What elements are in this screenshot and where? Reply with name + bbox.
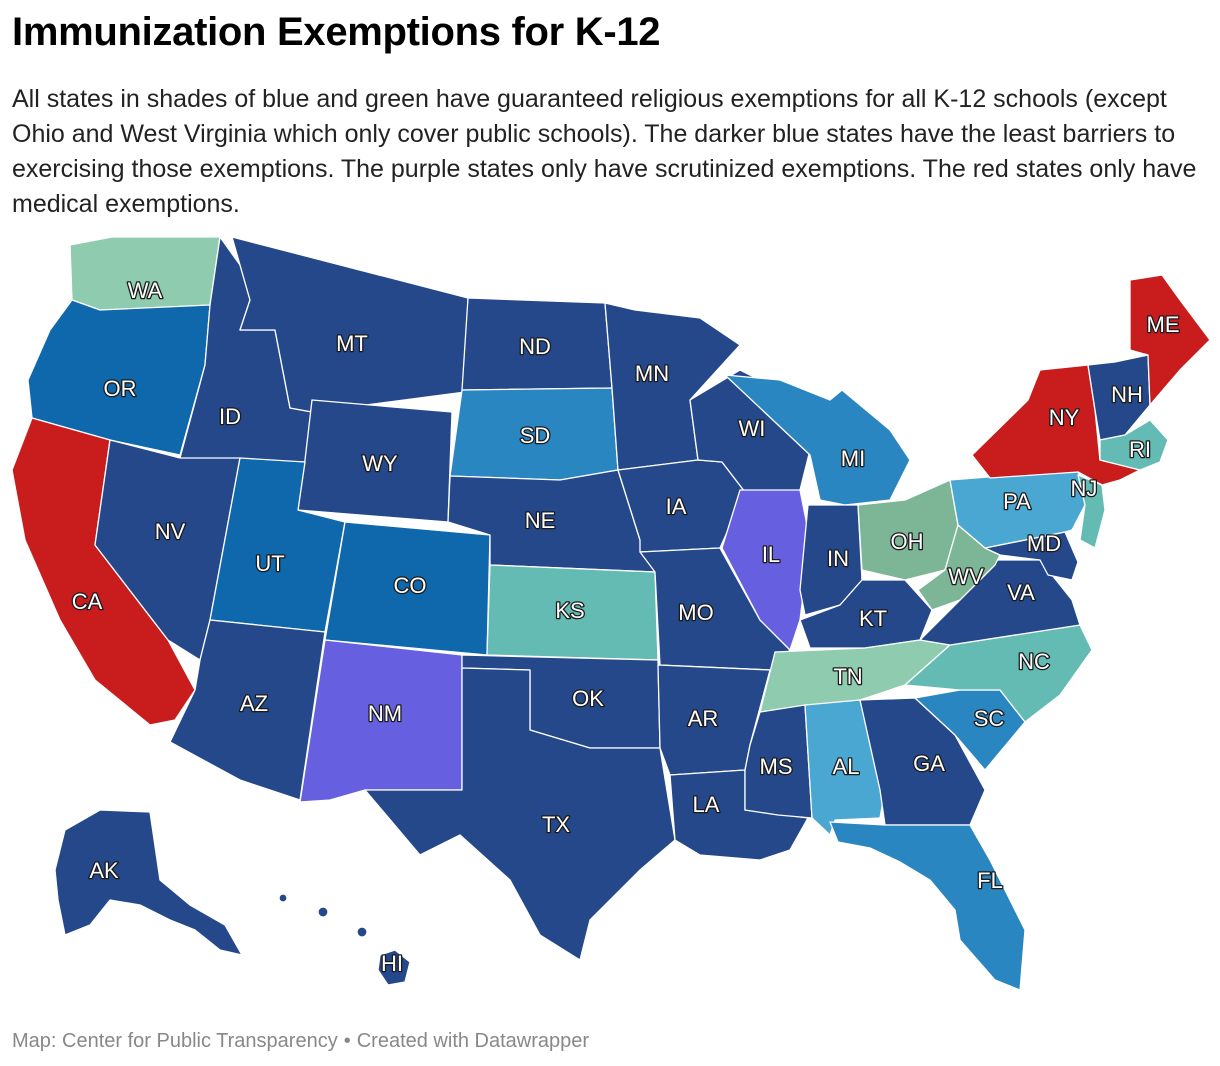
state-label-wa: WA (128, 278, 163, 303)
state-label-ok: OK (572, 686, 604, 711)
state-label-hi: HI (381, 951, 403, 976)
state-label-ar: AR (688, 706, 719, 731)
state-tx[interactable] (364, 667, 676, 961)
state-label-or: OR (104, 376, 137, 401)
state-label-sd: SD (520, 423, 551, 448)
state-il[interactable] (721, 489, 811, 651)
state-hi[interactable] (356, 926, 368, 938)
state-or[interactable] (27, 299, 211, 456)
state-label-va: VA (1007, 580, 1035, 605)
state-label-ks: KS (555, 598, 584, 623)
us-map: WA OR CA ID NV MT WY UT AZ CO NM ND SD NE KS OK TX MN IA MO… (0, 230, 1220, 1010)
state-label-id: ID (219, 404, 241, 429)
state-label-ne: NE (525, 508, 556, 533)
separator: • (343, 1030, 351, 1052)
state-label-mo: MO (678, 600, 713, 625)
state-label-fl: FL (977, 868, 1003, 893)
state-label-me: ME (1147, 312, 1180, 337)
state-label-nd: ND (519, 334, 551, 359)
state-hi[interactable] (317, 906, 329, 918)
state-label-nv: NV (155, 519, 186, 544)
state-label-ak: AK (89, 858, 119, 883)
state-label-mt: MT (336, 331, 368, 356)
state-label-wy: WY (362, 451, 398, 476)
state-label-kt: KT (859, 606, 887, 631)
state-ak[interactable] (54, 809, 243, 956)
state-label-ut: UT (255, 551, 284, 576)
state-label-md: MD (1027, 531, 1061, 556)
state-wy[interactable] (297, 399, 453, 523)
state-label-nj: NJ (1071, 476, 1098, 501)
state-label-il: IL (762, 542, 780, 567)
map-title: Immunization Exemptions for K-12 (12, 10, 661, 54)
state-label-pa: PA (1003, 489, 1031, 514)
state-az[interactable] (169, 619, 326, 801)
state-label-in: IN (827, 546, 849, 571)
state-label-wv: WV (948, 564, 984, 589)
state-mt[interactable] (231, 236, 469, 413)
state-label-oh: OH (891, 529, 924, 554)
state-label-nh: NH (1111, 382, 1143, 407)
state-label-tx: TX (542, 812, 570, 837)
credit-text: Created with Datawrapper (356, 1030, 590, 1052)
footer-attribution: Map: Center for Public Transparency • Crea… (12, 1030, 589, 1053)
state-label-ia: IA (666, 494, 687, 519)
state-label-sc: SC (974, 706, 1005, 731)
state-label-ms: MS (760, 754, 793, 779)
state-label-wi: WI (739, 416, 766, 441)
state-label-nm: NM (368, 701, 402, 726)
state-nh[interactable] (1087, 354, 1151, 441)
state-label-nc: NC (1018, 649, 1050, 674)
state-label-ri: RI (1129, 437, 1151, 462)
state-label-ny: NY (1049, 405, 1080, 430)
state-hi[interactable] (377, 949, 411, 986)
state-label-co: CO (394, 573, 427, 598)
state-label-ca: CA (72, 589, 103, 614)
state-label-al: AL (833, 754, 860, 779)
state-fl[interactable] (829, 821, 1026, 991)
state-label-mn: MN (635, 361, 669, 386)
state-hi[interactable] (278, 893, 288, 903)
state-label-mi: MI (841, 446, 865, 471)
state-ri[interactable] (1099, 419, 1169, 471)
map-subtitle: All states in shades of blue and green h… (12, 85, 1197, 218)
state-mi[interactable] (724, 374, 911, 506)
state-me[interactable] (1129, 274, 1211, 406)
source-text: Map: Center for Public Transparency (12, 1030, 338, 1052)
state-label-la: LA (693, 792, 720, 817)
state-label-tn: TN (833, 664, 862, 689)
state-label-az: AZ (240, 691, 268, 716)
state-label-ga: GA (913, 751, 945, 776)
